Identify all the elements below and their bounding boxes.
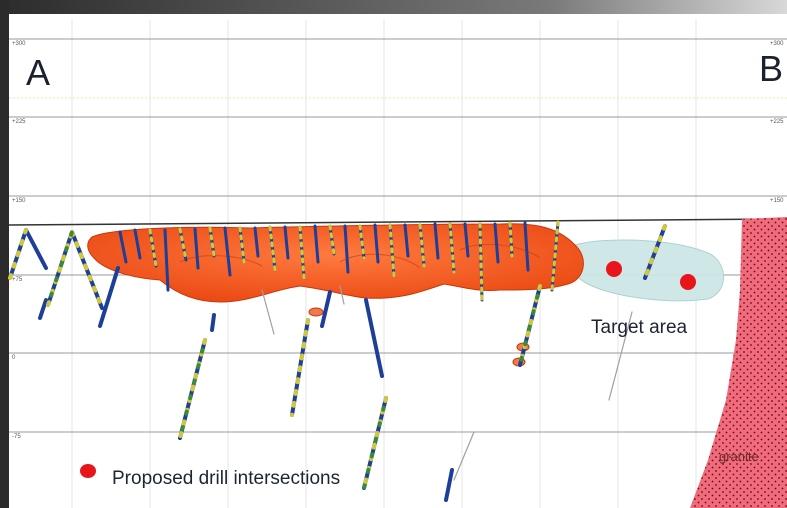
legend-marker-icon: [80, 464, 96, 478]
ore-pods: [308, 307, 530, 367]
left-frame: [0, 0, 9, 508]
elevation-label-left: 0: [12, 355, 16, 361]
elevation-label-right: +225: [770, 119, 784, 125]
elevation-label-right: +300: [770, 41, 784, 47]
proposed-point-1: [606, 261, 622, 277]
section-start-label: A: [26, 52, 51, 93]
elevation-label-left: +225: [12, 119, 26, 125]
title-bar: [0, 0, 787, 14]
elevation-label-left: +75: [12, 277, 23, 283]
orebody: [87, 223, 584, 303]
legend-label: Proposed drill intersections: [112, 468, 341, 489]
proposed-intersections: [606, 261, 696, 290]
section-end-label: B: [759, 48, 784, 89]
elevation-label-left: -75: [12, 434, 21, 440]
granite-label: granite: [719, 449, 759, 464]
target-zone: [567, 239, 724, 302]
drillholes: [8, 220, 667, 502]
proposed-point-2: [680, 274, 696, 290]
target-area-label: Target area: [591, 317, 688, 338]
topographic-surface: [8, 218, 787, 226]
granite-body: [690, 217, 787, 508]
elevation-label-left: +150: [12, 198, 26, 204]
elevation-label-right: +150: [770, 198, 784, 204]
elevation-label-left: +300: [12, 41, 26, 47]
